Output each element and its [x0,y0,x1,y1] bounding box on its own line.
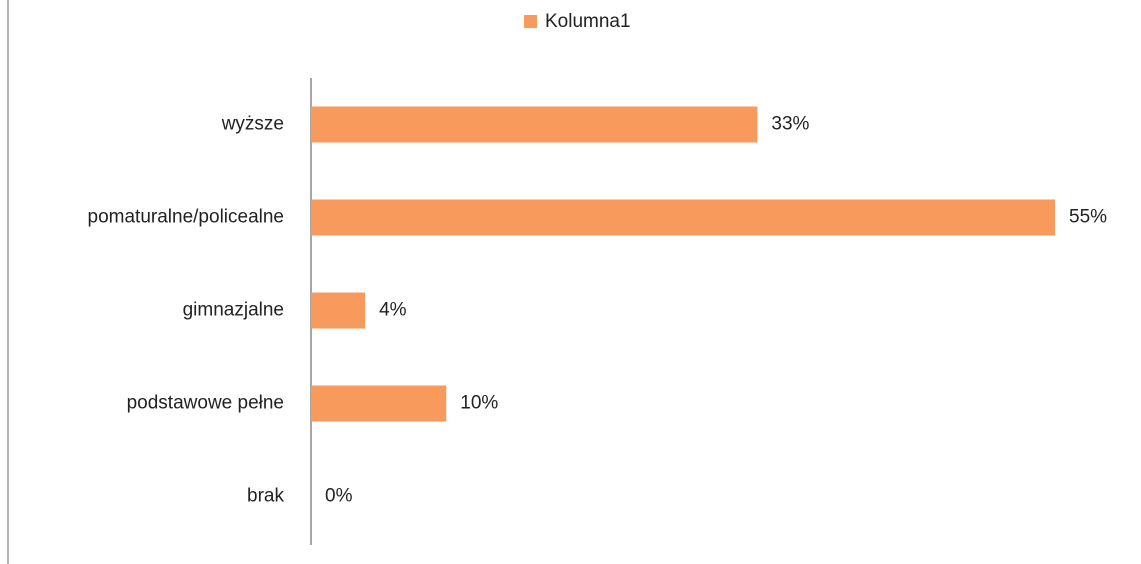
y-tick-label: brak [247,486,284,507]
data-label: 0% [325,486,353,507]
data-label: 55% [1069,207,1107,228]
data-label: 4% [379,300,407,321]
bar [311,292,366,329]
y-tick-label: gimnazjalne [183,300,284,321]
y-tick-label: wyższe [221,114,284,135]
y-tick-label: podstawowe pełne [127,393,284,414]
data-label: 33% [771,114,809,135]
bar [311,199,1055,236]
bar [311,385,447,422]
data-label: 10% [460,393,498,414]
bar [311,106,758,143]
y-tick-label: pomaturalne/policealne [88,207,284,228]
legend-swatch [524,15,537,28]
legend-label: Kolumna1 [545,11,631,32]
